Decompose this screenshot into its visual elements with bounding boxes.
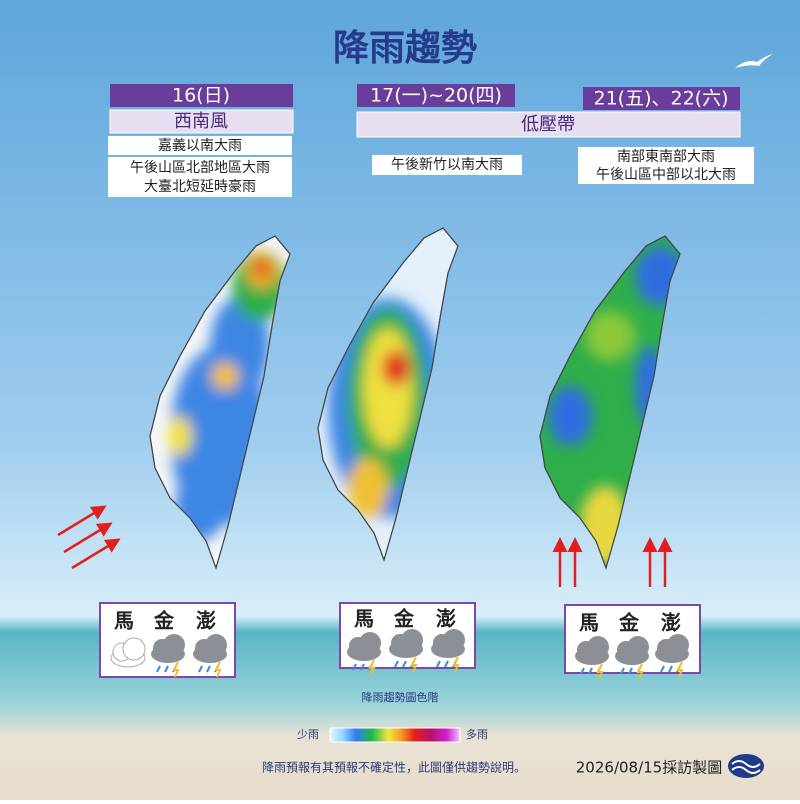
note-box [108,136,292,155]
islands-box: 馬 金 澎 [339,602,476,675]
island: 馬 [114,609,134,633]
note: 午後山區北部地區大雨 [130,160,270,176]
date: 16(日) [172,85,230,107]
note-box [372,155,522,175]
system-box [356,111,741,138]
date-box [583,87,740,110]
island: 澎 [436,607,456,631]
note: 大臺北短延時豪雨 [144,179,256,195]
legend-low: 少雨 [297,728,319,741]
wind-arrows [57,505,673,587]
system-box [109,109,294,134]
legend-high: 多雨 [466,727,488,741]
credit: 2026/08/15採訪製圖 [576,759,722,777]
note: 嘉義以南大雨 [158,137,242,154]
note-box [108,157,292,197]
island: 澎 [196,609,216,633]
island: 金 [153,609,175,633]
note: 午後山區中部以北大雨 [596,167,736,183]
note-box [578,147,754,184]
date: 17(一)~20(四) [370,85,502,107]
island: 馬 [354,607,374,631]
date: 21(五)、22(六) [593,88,728,110]
note: 南部東南部大雨 [617,149,715,165]
island: 金 [618,611,640,635]
legend-title: 降雨趨勢圖色階 [362,690,439,704]
title: 降雨趨勢 [333,28,477,69]
color-scale [329,727,461,743]
island: 馬 [579,611,599,635]
island: 澎 [661,611,681,635]
disclaimer: 降雨預報有其預報不確定性，此圖僅供趨勢說明。 [262,760,526,775]
date-box [110,84,293,107]
island: 金 [393,607,415,631]
system: 低壓帶 [521,114,575,135]
logo [728,754,764,778]
bird-icon [735,54,773,68]
system: 西南風 [174,111,228,132]
note: 午後新竹以南大雨 [391,157,503,173]
islands-box: 馬 金 澎 [564,604,701,679]
date-box [357,84,515,107]
islands-box: 馬 金 澎 [99,602,236,678]
